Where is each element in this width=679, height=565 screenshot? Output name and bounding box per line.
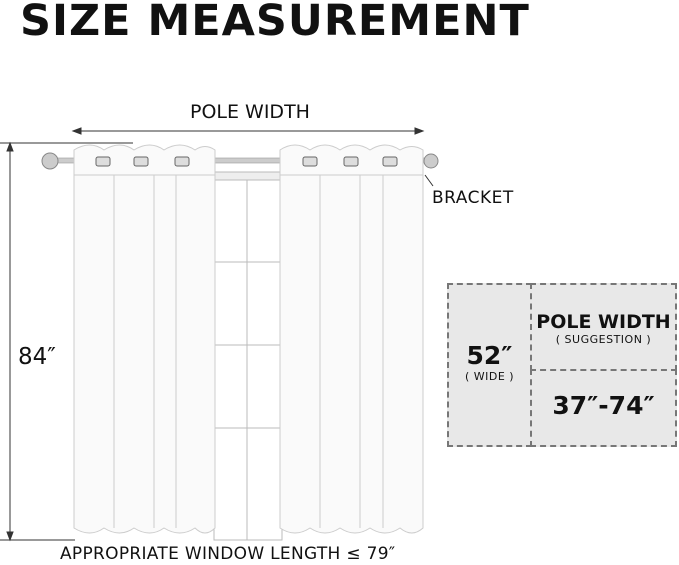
- pole-width-heading-cell: POLE WIDTH ( SUGGESTION ): [530, 283, 677, 371]
- pole-range: 37″-74″: [552, 391, 655, 420]
- pole-width-arrow: [71, 127, 425, 135]
- pole-width-note: ( SUGGESTION ): [555, 333, 652, 346]
- curtain-rod: [41, 152, 439, 187]
- height-label: 84″: [18, 344, 56, 370]
- pole-range-cell: 37″-74″: [530, 369, 677, 447]
- width-value: 52″: [466, 341, 513, 370]
- page-title: SIZE MEASUREMENT: [20, 0, 530, 46]
- height-dimension-line: [0, 141, 133, 542]
- right-curtain-panel: [279, 144, 424, 534]
- width-note: ( WIDE ): [464, 370, 515, 383]
- pole-width-heading: POLE WIDTH: [536, 311, 671, 333]
- bracket-label: BRACKET: [432, 188, 514, 208]
- left-curtain-panel: [73, 144, 216, 534]
- window-length-label: APPROPRIATE WINDOW LENGTH ≤ 79″: [60, 544, 396, 564]
- width-cell: 52″ ( WIDE ): [447, 283, 532, 447]
- pole-width-label: POLE WIDTH: [190, 101, 310, 123]
- window: [213, 171, 283, 541]
- grommets: [95, 156, 398, 167]
